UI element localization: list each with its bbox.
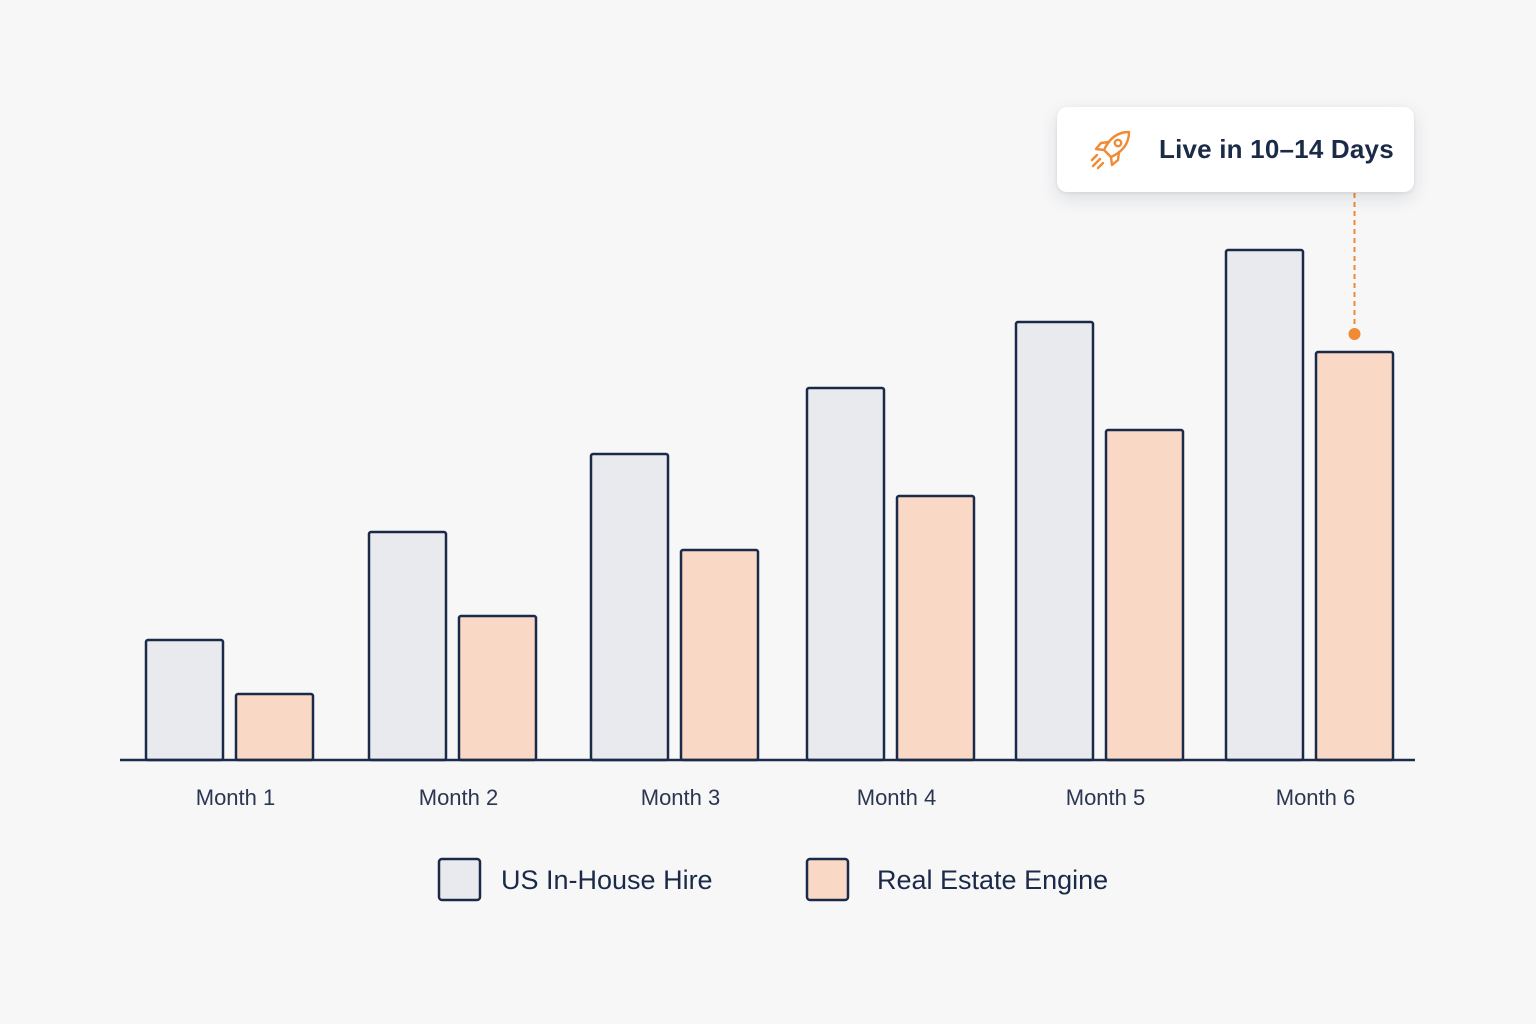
x-tick-label: Month 1: [196, 785, 276, 810]
x-tick-label: Month 6: [1276, 785, 1356, 810]
x-tick-label: Month 5: [1066, 785, 1146, 810]
bar-us-in-house-hire-month-6: [1224, 248, 1305, 762]
rocket-icon: [1090, 130, 1131, 169]
legend-swatch-real-estate-engine: [805, 857, 850, 902]
annotation-dot: [1348, 328, 1361, 340]
legend: US In-House Hire Real Estate Engine: [437, 857, 1108, 902]
bar-us-in-house-hire-month-5: [1014, 320, 1095, 762]
x-tick-labels: Month 1 Month 2 Month 3 Month 4 Month 5 Month…: [196, 785, 1356, 810]
bar-real-estate-engine-month-3: [679, 548, 760, 762]
x-tick-label: Month 2: [419, 785, 499, 810]
annotation-callout: Live in 10–14 Days: [1057, 107, 1414, 192]
bars-group: [144, 248, 1395, 762]
bar-real-estate-engine-month-1: [234, 692, 315, 762]
bar-real-estate-engine-month-4: [895, 494, 976, 762]
legend-label-real-estate-engine: Real Estate Engine: [877, 865, 1108, 895]
x-tick-label: Month 4: [857, 785, 937, 810]
annotation-connector: [1348, 193, 1361, 340]
annotation-text: Live in 10–14 Days: [1159, 134, 1394, 164]
bar-real-estate-engine-month-5: [1104, 428, 1185, 762]
legend-swatch-us-in-house-hire: [437, 857, 482, 902]
x-tick-label: Month 3: [641, 785, 721, 810]
bar-us-in-house-hire-month-3: [589, 452, 670, 762]
bar-us-in-house-hire-month-2: [367, 530, 448, 762]
bar-real-estate-engine-month-2: [457, 614, 538, 762]
legend-label-us-in-house-hire: US In-House Hire: [501, 865, 713, 895]
bar-us-in-house-hire-month-4: [805, 386, 886, 762]
bar-us-in-house-hire-month-1: [144, 638, 225, 762]
bar-real-estate-engine-month-6: [1314, 350, 1395, 762]
